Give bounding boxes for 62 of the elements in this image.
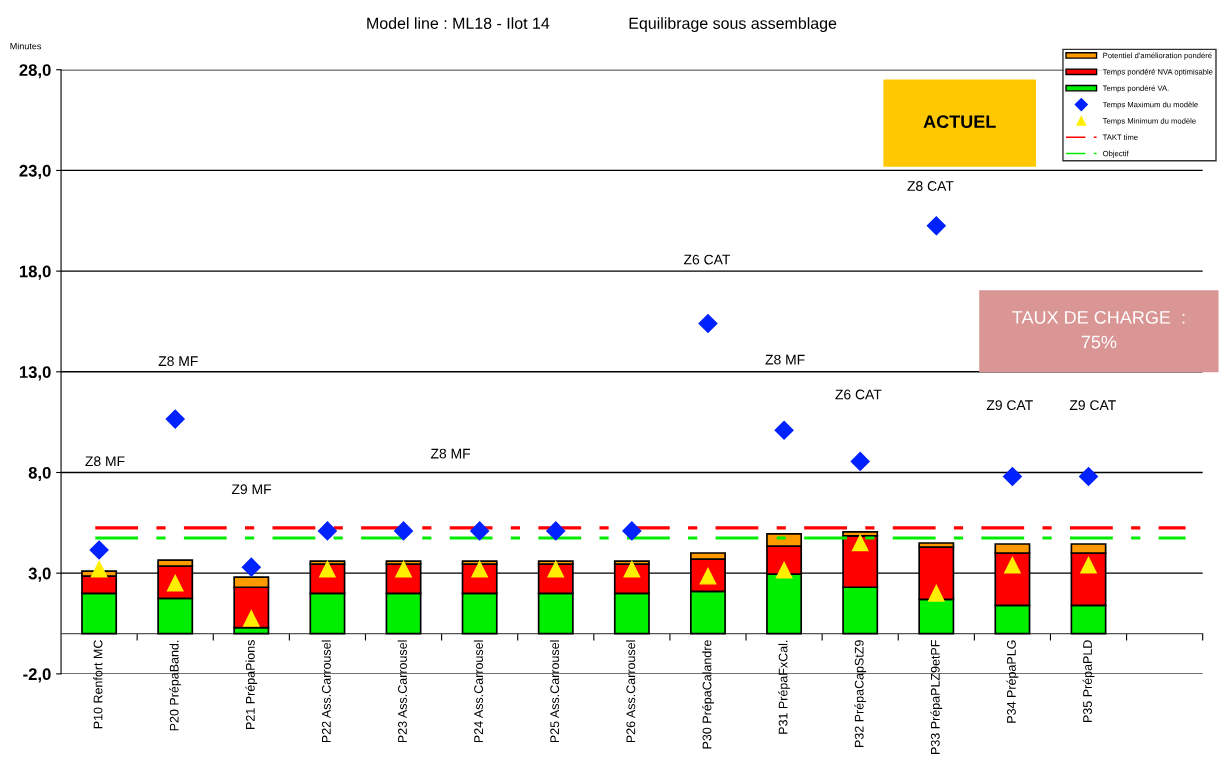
x-tick-label: P24 Ass.Carrousel	[473, 640, 483, 743]
annotation: Z9 CAT	[1069, 400, 1116, 411]
x-tick-label: P20 PrépaBand.	[169, 640, 182, 731]
point	[775, 561, 793, 579]
point	[698, 313, 718, 334]
point	[1078, 466, 1099, 487]
annotation: Z8 MF	[765, 354, 805, 365]
annotation: Z6 CAT	[835, 389, 882, 400]
x-tick-label: P30 PrépaCalandre	[702, 640, 714, 749]
annotation: Z8 MF	[85, 456, 125, 467]
annotation: Z9 MF	[231, 484, 272, 495]
y-axis-title: Minutes	[10, 42, 42, 50]
x-tick-label: P32 PrépaCapStZ9	[854, 640, 867, 747]
x-tick-label: P10 Renfort MC	[93, 640, 103, 729]
x-tick-label: P23 Ass.Carrousel	[397, 640, 407, 743]
annotation: Z6 CAT	[683, 254, 731, 265]
x-tick-label: P35 PrépaPLD	[1082, 640, 1095, 722]
y-tick-label: 23,0	[19, 164, 51, 180]
point	[546, 521, 566, 541]
y-tick-label: 28,0	[19, 64, 51, 79]
point	[319, 560, 336, 578]
point	[89, 540, 109, 560]
annotation: ACTUEL	[923, 115, 996, 129]
x-tick-label: P33 PrépaPLZ9etPF	[930, 640, 943, 754]
point	[926, 216, 946, 236]
x-tick-label: P34 PrépaPLG	[1006, 640, 1019, 723]
annotation: Z8 MF	[158, 356, 198, 367]
y-tick-label: 3,0	[28, 567, 51, 582]
point	[851, 534, 869, 552]
point	[1002, 466, 1022, 487]
point	[242, 610, 260, 627]
x-tick-label: P22 Ass.Carrousel	[321, 640, 331, 743]
y-tick-label: 8,0	[28, 466, 51, 482]
point	[395, 560, 412, 578]
x-tick-label: P25 Ass.Carrousel	[549, 640, 560, 743]
point	[622, 521, 642, 541]
y-tick-label: 18,0	[19, 265, 51, 280]
x-tick-label: P31 PrépaFxCal.	[778, 640, 790, 734]
point	[394, 521, 414, 541]
annotation: Z8 CAT	[907, 181, 954, 191]
point	[927, 584, 945, 602]
annotation: TAUX DE CHARGE : 75%	[1012, 310, 1185, 349]
annotation: Z9 CAT	[986, 400, 1033, 411]
point	[165, 409, 185, 429]
point	[774, 420, 794, 440]
point	[1080, 556, 1097, 574]
y-tick-label: 13,0	[19, 366, 51, 381]
point	[1004, 556, 1021, 574]
chart-title: Model line : ML18 - Ilot 14	[367, 17, 550, 29]
x-tick-label: P26 Ass.Carrousel	[626, 640, 636, 743]
point	[470, 521, 490, 541]
point	[90, 560, 108, 578]
chart-subtitle: Equilibrage sous assemblage	[629, 17, 837, 33]
point	[471, 560, 488, 578]
x-tick-label: P21 PrépaPions	[245, 640, 258, 729]
point	[241, 557, 261, 577]
annotation: Z8 MF	[430, 448, 471, 459]
y-tick-label: -2,0	[23, 668, 51, 683]
point	[850, 451, 870, 471]
point	[317, 521, 337, 541]
point	[623, 560, 641, 578]
point	[547, 560, 565, 578]
